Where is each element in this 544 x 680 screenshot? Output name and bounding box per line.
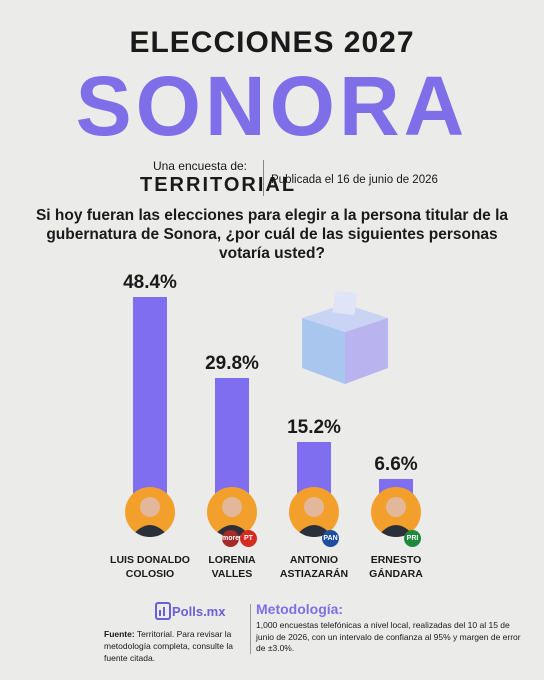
candidate-name: ERNESTO GÁNDARA (369, 554, 423, 580)
candidate-photo (125, 487, 175, 537)
source-text: Territorial. Para revisar la metodología… (104, 629, 233, 663)
pollster-logo: TERRITORIAL (140, 174, 297, 196)
separator (250, 604, 251, 654)
state: SONORA (75, 59, 469, 153)
bar (215, 378, 249, 508)
value-label: 6.6% (374, 454, 418, 476)
byline: Una encuesta de: (152, 159, 248, 173)
brand: Polls.mx (172, 604, 226, 619)
source-label: Fuente: (104, 629, 135, 639)
portrait (131, 497, 169, 537)
value-label: 29.8% (205, 353, 259, 375)
methodology-text: 1,000 encuestas telefónicas a nivel loca… (256, 620, 521, 653)
chart: 48.4% LUIS DONALDO COLOSIO 29.8% morenaPT LO… (110, 272, 423, 580)
candidate-name: ANTONIO ASTIAZARÁN (279, 554, 349, 580)
polls-icon (155, 602, 171, 620)
question: Si hoy fueran las elecciones para elegir… (35, 207, 509, 262)
title: ELECCIONES 2027 (129, 26, 415, 59)
candidate-photo (289, 487, 339, 537)
value-label: 15.2% (287, 416, 341, 438)
ballot-box-icon (302, 290, 388, 384)
methodology-title: Metodología: (256, 601, 344, 617)
value-label: 48.4% (123, 272, 177, 293)
bar (133, 297, 167, 508)
separator (263, 160, 264, 196)
party-logo: PT (240, 530, 257, 547)
candidate-photo (207, 487, 257, 537)
published: Publicada el 16 de junio de 2026 (271, 174, 438, 186)
candidate-name: LUIS DONALDO COLOSIO (110, 554, 190, 580)
party-logo: PRI (404, 530, 421, 547)
candidate-photo (371, 487, 421, 537)
source: Fuente: Territorial. Para revisar la met… (104, 628, 250, 664)
party-logo: morena (222, 530, 239, 547)
portrait (295, 497, 333, 537)
party-logo: PAN (322, 530, 339, 547)
candidate-name: LORENIA VALLES (208, 554, 256, 580)
